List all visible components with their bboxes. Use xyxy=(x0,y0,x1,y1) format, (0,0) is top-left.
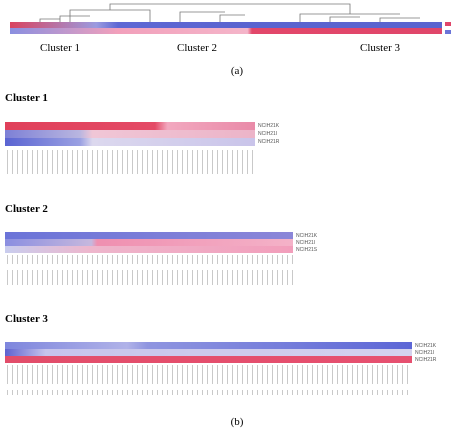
color-key xyxy=(445,30,451,34)
heatmap-row xyxy=(5,232,293,239)
heatmap-title: Cluster 3 xyxy=(5,313,48,325)
heatmap-row xyxy=(5,342,412,349)
caption: (a) xyxy=(231,65,244,77)
row-label: NCIH21R xyxy=(258,139,280,145)
row-label: NCIH21K xyxy=(415,343,437,349)
cluster-label: Cluster 3 xyxy=(360,42,401,54)
heatmap-row xyxy=(5,130,255,138)
color-key xyxy=(445,22,451,26)
dendrogram xyxy=(39,3,420,22)
heatmap-row xyxy=(10,28,442,34)
heatmap-row xyxy=(10,22,442,28)
row-label: NCIH21R xyxy=(415,357,437,363)
gene-labels xyxy=(5,255,293,285)
row-label: NCIH21K xyxy=(258,123,280,129)
heatmap-row xyxy=(5,349,412,356)
row-label: NCIH21K xyxy=(296,233,318,239)
gene-labels xyxy=(5,365,412,395)
row-label: NCIH21I xyxy=(296,240,315,246)
row-label: NCIH21I xyxy=(258,131,277,137)
cluster-label: Cluster 2 xyxy=(177,42,217,54)
gene-labels xyxy=(5,148,255,178)
heatmap-row xyxy=(5,239,293,246)
heatmap-row xyxy=(5,246,293,253)
heatmap-title: Cluster 1 xyxy=(5,92,48,104)
heatmap-row xyxy=(5,122,255,130)
caption: (b) xyxy=(231,416,244,428)
heatmap-row xyxy=(5,138,255,146)
heatmap-title: Cluster 2 xyxy=(5,203,48,215)
row-label: NCIH21S xyxy=(296,247,318,253)
row-label: NCIH21I xyxy=(415,350,434,356)
heatmap-row xyxy=(5,356,412,363)
cluster-label: Cluster 1 xyxy=(40,42,80,54)
